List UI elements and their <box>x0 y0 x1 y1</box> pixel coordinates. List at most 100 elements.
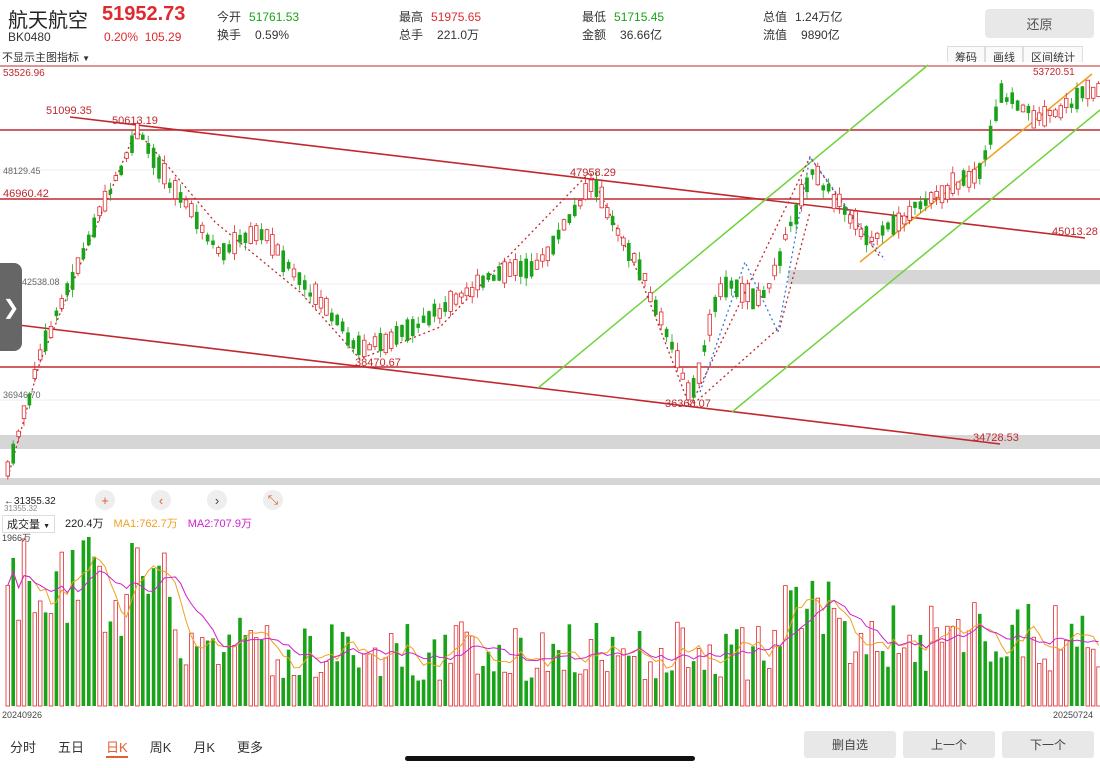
main-indicator-select[interactable]: 不显示主图指标 ▼ <box>2 52 90 64</box>
restore-button[interactable]: 还原 <box>985 9 1094 38</box>
volume-bar <box>1015 609 1020 706</box>
candle <box>113 175 118 181</box>
volume-bar <box>654 678 658 706</box>
volume-bar <box>357 667 361 706</box>
volume-bar <box>924 670 928 706</box>
volume-bar <box>864 654 869 706</box>
candle <box>1005 97 1009 102</box>
volume-bar <box>902 647 907 707</box>
candle <box>16 430 21 437</box>
candle <box>783 234 788 240</box>
volume-bar <box>615 655 621 707</box>
volume-bar <box>195 646 199 706</box>
volume-select[interactable]: 成交量 ▼ <box>2 515 55 533</box>
volume-bar <box>102 631 108 707</box>
support-zone-high <box>788 270 1100 284</box>
candle <box>994 106 998 121</box>
volume-bar <box>610 636 615 706</box>
tab-intraday[interactable]: 分时 <box>10 740 37 755</box>
candle <box>421 315 426 323</box>
remove-watchlist-button[interactable]: 删自选 <box>804 731 896 758</box>
volume-bar <box>70 549 75 706</box>
volume-bar <box>632 656 637 707</box>
scroll-left-button[interactable]: ‹ <box>151 490 171 510</box>
side-panel-handle[interactable]: ❯ <box>0 263 22 351</box>
volume-bar <box>588 639 594 707</box>
candle <box>357 335 361 356</box>
volume-bar <box>275 659 280 707</box>
volume-bar <box>178 658 183 706</box>
candle <box>216 247 221 254</box>
candle <box>627 242 631 262</box>
volume-bar <box>427 652 431 706</box>
volume-bar <box>913 661 917 706</box>
candle <box>950 172 955 194</box>
scroll-right-button[interactable]: › <box>207 490 227 510</box>
candle <box>869 236 874 242</box>
candle <box>513 259 518 276</box>
stat-turnover: 换手 0.59% <box>217 28 290 42</box>
volume-bar <box>59 551 64 707</box>
volume-bar <box>1075 646 1079 706</box>
volume-bar <box>32 612 37 707</box>
prev-button[interactable]: 上一个 <box>903 731 995 758</box>
candle <box>886 222 890 230</box>
candle <box>183 199 189 208</box>
volume-bar <box>146 593 150 706</box>
candle <box>934 191 939 198</box>
candle <box>1096 83 1100 98</box>
annotation-50613: 50613.19 <box>112 115 158 127</box>
volume-chart[interactable]: 1966万 20240926 20250724 <box>0 530 1100 722</box>
tab-more[interactable]: 更多 <box>237 740 264 755</box>
volume-bar <box>1096 666 1100 707</box>
candle <box>259 229 264 241</box>
volume-bar <box>1026 604 1031 706</box>
volume-bar <box>821 633 825 706</box>
volume-bar <box>513 628 518 707</box>
candle <box>405 319 410 341</box>
kline-chart[interactable]: 53526.96 48129.45 46960.42 36946.70 4253… <box>0 62 1100 512</box>
volume-bar <box>751 646 755 706</box>
volume-bar <box>92 556 96 706</box>
volume-bar <box>464 631 469 707</box>
volume-bar <box>680 627 685 707</box>
tab-weekly-k[interactable]: 周K <box>149 740 172 755</box>
annotation-53720: 53720.51 <box>1033 67 1075 78</box>
volume-bar <box>183 664 189 707</box>
candle <box>551 235 555 255</box>
candle <box>810 169 815 175</box>
zoom-in-button[interactable]: + <box>95 490 115 510</box>
next-button[interactable]: 下一个 <box>1002 731 1094 758</box>
candle <box>388 331 394 349</box>
volume-bar <box>691 661 696 706</box>
candle <box>199 224 205 233</box>
candle <box>378 333 383 352</box>
candle <box>1080 86 1085 99</box>
candle <box>729 280 734 289</box>
candle <box>945 184 950 200</box>
tab-daily-k[interactable]: 日K <box>106 737 128 758</box>
tab-monthly-k[interactable]: 月K <box>193 740 216 755</box>
green-channel-lower <box>731 109 1100 413</box>
volume-bar <box>929 605 934 707</box>
zoom-out-button[interactable]: ⤡ <box>263 490 283 510</box>
candle <box>243 232 248 244</box>
candle <box>27 393 32 406</box>
candle <box>534 259 540 270</box>
downtrend-lower-line <box>9 323 1001 445</box>
candle <box>168 182 172 188</box>
candle <box>11 443 15 464</box>
volume-bar <box>168 596 172 706</box>
tab-five-day[interactable]: 五日 <box>58 740 85 755</box>
candle <box>297 272 302 286</box>
volume-bar <box>826 581 831 706</box>
candle <box>1047 110 1053 116</box>
volume-bar <box>297 675 302 706</box>
volume-bar <box>886 666 890 706</box>
candle <box>87 234 91 246</box>
candle <box>351 340 356 349</box>
candle <box>837 193 842 207</box>
volume-bar <box>151 568 156 706</box>
candle <box>502 261 507 284</box>
volume-bar <box>551 643 555 706</box>
